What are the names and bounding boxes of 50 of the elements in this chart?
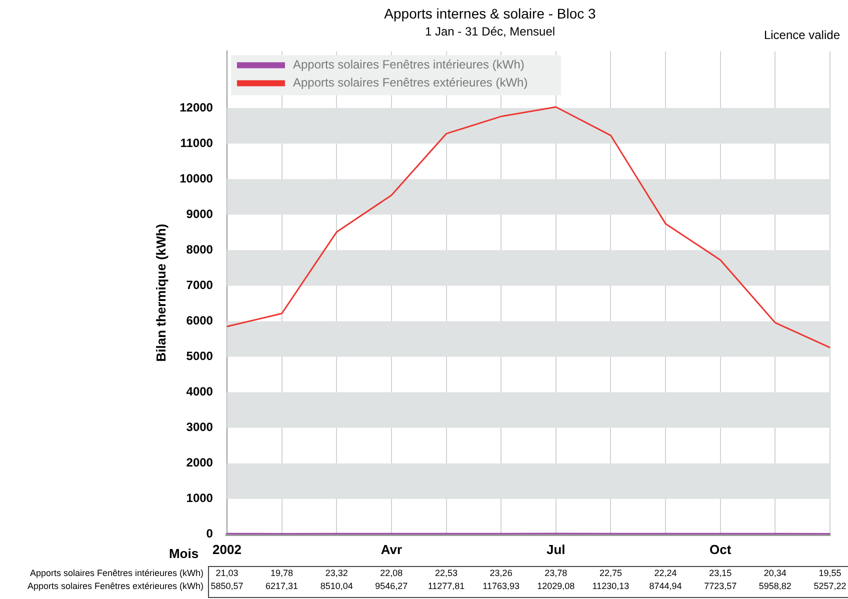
- text: Licence valide: [764, 28, 840, 42]
- data-label: 11230,13: [592, 581, 630, 591]
- x-tick-label: 2002: [212, 542, 242, 557]
- data-label: 22,24: [654, 568, 677, 578]
- y-tick-label: 3000: [186, 420, 214, 434]
- data-label: 23,15: [709, 568, 732, 578]
- y-tick-label: 7000: [186, 278, 214, 292]
- y-tick-label: 0: [206, 526, 214, 541]
- x-tick-label: Jul: [546, 542, 566, 557]
- data-label: 20,34: [764, 568, 786, 578]
- data-label: 5850,57: [210, 581, 244, 591]
- data-label: 19,55: [818, 568, 842, 578]
- y-tick-label: 2000: [186, 456, 214, 470]
- chart-subtitle: 1 Jan - 31 Déc, Mensuel: [424, 24, 556, 38]
- y-tick-label: 5000: [186, 349, 214, 364]
- data-label: 11763,93: [482, 581, 520, 591]
- y-tick-label: 6000: [186, 314, 214, 328]
- y-axis-title: Bilan thermique (kWh): [153, 224, 168, 362]
- y-tick-label: 10000: [180, 171, 214, 186]
- data-label: 22,75: [599, 568, 622, 578]
- data-label: 5958,82: [758, 581, 792, 591]
- y-tick-label: 1000: [186, 491, 214, 506]
- chart-title: Apports internes & solaire - Bloc 3: [384, 5, 596, 22]
- data-label: 7723,57: [704, 581, 737, 591]
- text: Apports solaires Fenêtres intérieures (kWh): [30, 568, 204, 578]
- x-tick-label: Oct: [710, 542, 732, 557]
- data-label: 12029,08: [537, 581, 575, 591]
- legend-label: Apports solaires Fenêtres extérieures (kWh): [292, 76, 528, 90]
- data-label: 6217,31: [266, 581, 298, 591]
- data-label: 23,26: [490, 568, 512, 578]
- x-axis-title: Mois: [168, 546, 199, 561]
- y-tick-label: 12000: [180, 100, 214, 114]
- y-tick-label: 8000: [186, 242, 214, 256]
- data-label: 23,32: [325, 568, 348, 578]
- data-label: 19,78: [270, 568, 294, 578]
- data-label: 5257,22: [814, 581, 846, 591]
- data-label: 22,08: [380, 568, 403, 578]
- data-label: 22,53: [434, 568, 458, 578]
- x-tick-label: Avr: [380, 542, 402, 557]
- y-tick-label: 11000: [180, 136, 214, 150]
- y-tick-label: 9000: [186, 206, 214, 221]
- text: Apports solaires Fenêtres extérieures (kWh): [27, 581, 204, 591]
- data-label: 9546,27: [375, 581, 408, 591]
- data-label: 21,03: [216, 568, 238, 578]
- data-label: 8510,04: [320, 581, 353, 591]
- y-tick-label: 4000: [186, 384, 214, 399]
- data-label: 11277,81: [428, 581, 465, 591]
- data-label: 8744,94: [649, 581, 682, 591]
- legend-label: Apports solaires Fenêtres intérieures (kWh): [292, 58, 524, 72]
- data-label: 23,78: [544, 568, 568, 578]
